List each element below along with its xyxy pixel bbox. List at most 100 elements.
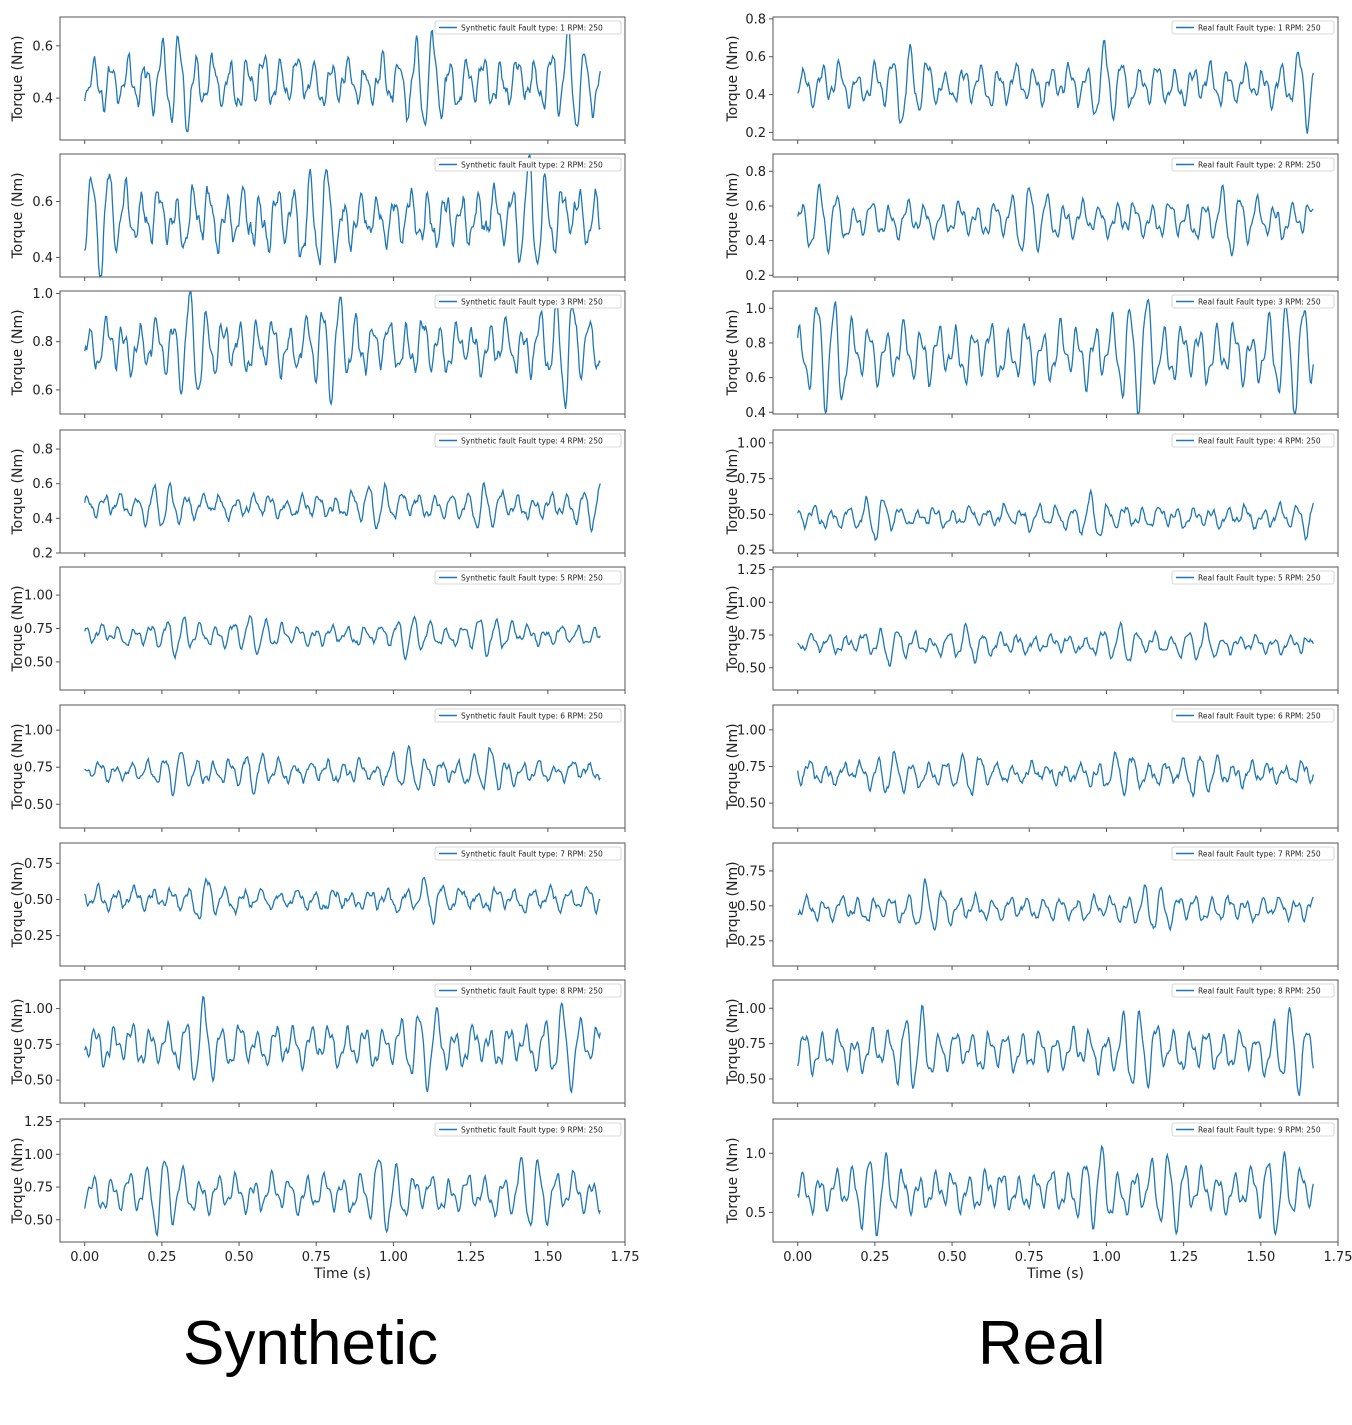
x-tick-label: 0.25 (860, 1250, 889, 1265)
y-axis-label: Torque (Nm) (10, 309, 26, 396)
plot-frame (772, 704, 1339, 829)
y-axis-label: Torque (Nm) (10, 1137, 26, 1224)
series-line (797, 621, 1314, 667)
legend-label: Synthetic fault Fault type: 6 RPM: 250 (461, 712, 603, 721)
subplot-real-1: 0.2 0.4 0.6 0.8 Torque (Nm) Real fault Fault … (725, 12, 1339, 144)
legend-box (1171, 433, 1335, 448)
legend-label: Real fault Fault type: 6 RPM: 250 (1198, 712, 1321, 721)
legend-label: Real fault Fault type: 2 RPM: 250 (1198, 161, 1321, 170)
y-axis-label: Torque (Nm) (725, 998, 741, 1085)
y-tick-label: 0.5 (745, 1206, 766, 1221)
y-tick-label: 0.2 (745, 126, 766, 141)
legend-label: Synthetic fault Fault type: 8 RPM: 250 (461, 987, 603, 996)
y-tick-label: 0.8 (32, 443, 53, 458)
x-tick-label: 0.00 (783, 1250, 812, 1265)
x-tick-label: 1.00 (1092, 1250, 1121, 1265)
y-tick-label: 0.75 (737, 472, 766, 487)
x-tick-label: 0.75 (302, 1250, 331, 1265)
y-axis-label: Torque (Nm) (10, 172, 26, 259)
x-axis-label: Time (s) (1026, 1266, 1084, 1282)
y-tick-label: 0.6 (32, 39, 53, 54)
legend-box (1171, 1122, 1335, 1137)
y-axis-label: Torque (Nm) (725, 448, 741, 535)
legend-box (1171, 294, 1335, 309)
y-tick-label: 0.2 (745, 269, 766, 284)
y-tick-label: 0.4 (745, 234, 766, 249)
subplot-grid: 0.4 0.6 Torque (Nm) Synthetic fault Fault t… (10, 12, 1352, 1282)
x-tick-label: 1.50 (1246, 1250, 1275, 1265)
y-tick-label: 0.6 (745, 371, 766, 386)
y-tick-label: 0.4 (745, 88, 766, 103)
y-tick-label: 0.50 (737, 661, 766, 676)
y-tick-label: 1.0 (745, 302, 766, 317)
y-tick-label: 0.75 (24, 761, 53, 776)
subplot-synthetic-2: 0.4 0.6 Torque (Nm) Synthetic fault Fault t… (10, 153, 626, 281)
legend-label: Synthetic fault Fault type: 9 RPM: 250 (461, 1126, 603, 1135)
x-tick-label: 0.50 (938, 1250, 967, 1265)
y-tick-label: 0.75 (737, 864, 766, 879)
y-tick-label: 0.50 (24, 798, 53, 813)
y-axis-label: Torque (Nm) (725, 861, 741, 948)
y-tick-label: 1.00 (24, 589, 53, 604)
plot-frame (772, 566, 1339, 691)
y-tick-label: 0.4 (32, 92, 53, 107)
y-tick-label: 0.4 (745, 406, 766, 421)
series-line (84, 1157, 601, 1238)
caption-synthetic: Synthetic (183, 1309, 439, 1378)
y-tick-label: 1.00 (24, 1148, 53, 1163)
y-tick-label: 0.25 (24, 929, 53, 944)
legend-box (434, 570, 622, 585)
x-axis-label: Time (s) (313, 1266, 371, 1282)
legend-label: Real fault Fault type: 3 RPM: 250 (1198, 298, 1321, 307)
x-tick-label: 1.50 (533, 1250, 562, 1265)
legend-box (434, 1122, 622, 1137)
series-line (797, 39, 1314, 134)
subplot-real-9: 0.5 1.0 0.00 0.25 0.50 0.75 1.00 1.25 1.50 1.75 Ti… (725, 1118, 1352, 1282)
y-tick-label: 0.6 (745, 50, 766, 65)
series-line (84, 20, 601, 133)
y-tick-label: 0.50 (737, 899, 766, 914)
subplot-synthetic-1: 0.4 0.6 Torque (Nm) Synthetic fault Fault t… (10, 16, 626, 144)
x-tick-label: 1.75 (611, 1250, 640, 1265)
y-tick-label: 1.0 (745, 1147, 766, 1162)
legend-label: Real fault Fault type: 9 RPM: 250 (1198, 1126, 1321, 1135)
plot-frame (59, 842, 626, 967)
y-tick-label: 0.75 (737, 1037, 766, 1052)
legend-box (434, 983, 622, 998)
x-tick-label: 0.75 (1015, 1250, 1044, 1265)
y-axis-label: Torque (Nm) (725, 35, 741, 122)
subplot-synthetic-9: 0.50 0.75 1.00 1.25 0.00 0.25 0.50 0.75 1.00 1.25… (10, 1115, 639, 1282)
y-tick-label: 0.50 (737, 1072, 766, 1087)
x-tick-label: 0.25 (147, 1250, 176, 1265)
plot-frame (59, 429, 626, 554)
y-tick-label: 0.4 (32, 251, 53, 266)
y-axis-label: Torque (Nm) (10, 998, 26, 1085)
y-tick-label: 0.75 (24, 622, 53, 637)
y-tick-label: 0.75 (737, 629, 766, 644)
y-tick-label: 0.75 (24, 1038, 53, 1053)
legend-box (434, 157, 622, 172)
legend-box (434, 433, 622, 448)
y-tick-label: 1.25 (24, 1115, 53, 1130)
y-tick-label: 0.4 (32, 512, 53, 527)
plot-frame (772, 842, 1339, 967)
legend-label: Synthetic fault Fault type: 5 RPM: 250 (461, 574, 603, 583)
legend-box (1171, 20, 1335, 35)
subplot-synthetic-4: 0.2 0.4 0.6 0.8 Torque (Nm) Synthetic fault F… (10, 429, 626, 562)
x-tick-label: 1.75 (1324, 1250, 1352, 1265)
y-tick-label: 0.50 (24, 655, 53, 670)
legend-box (434, 846, 622, 861)
y-tick-label: 0.6 (32, 383, 53, 398)
legend-box (434, 294, 622, 309)
y-tick-label: 0.8 (745, 12, 766, 27)
series-line (797, 488, 1314, 542)
series-line (797, 1004, 1314, 1097)
series-line (84, 744, 601, 797)
legend-label: Synthetic fault Fault type: 3 RPM: 250 (461, 298, 603, 307)
legend-label: Real fault Fault type: 5 RPM: 250 (1198, 574, 1321, 583)
series-line (84, 291, 601, 409)
series-line (84, 615, 601, 661)
